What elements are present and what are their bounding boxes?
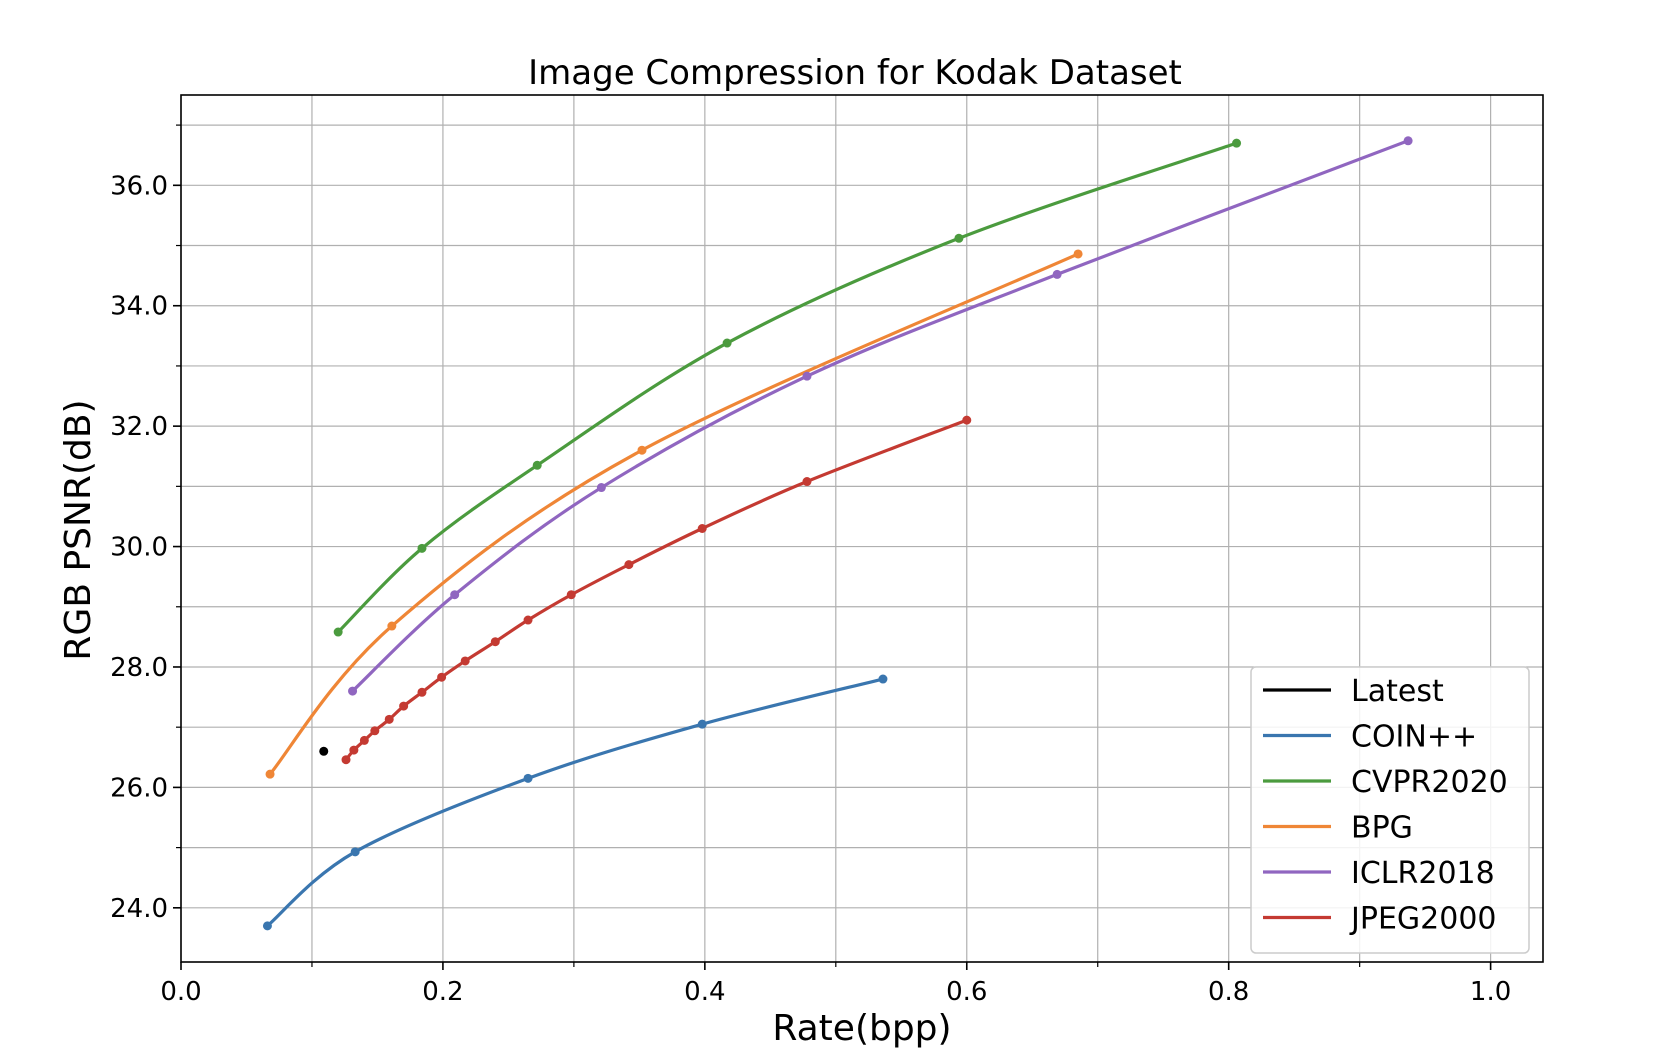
data-point-iclr2018 — [1052, 269, 1062, 279]
data-point-jpeg2000 — [697, 524, 707, 533]
series-cvpr2020 — [333, 138, 1242, 637]
x-axis-label: Rate(bpp) — [772, 1008, 951, 1049]
data-point-coin — [878, 674, 888, 684]
data-point-iclr2018 — [802, 371, 812, 381]
data-point-cvpr2020 — [417, 543, 427, 553]
data-point-jpeg2000 — [490, 637, 500, 647]
data-point-jpeg2000 — [566, 590, 576, 600]
legend-box — [1250, 666, 1530, 954]
data-point-jpeg2000 — [962, 415, 972, 425]
series-bpg — [265, 249, 1083, 779]
data-point-cvpr2020 — [532, 460, 542, 470]
data-point-jpeg2000 — [359, 735, 369, 745]
data-point-jpeg2000 — [384, 714, 394, 724]
data-point-coin — [697, 719, 707, 729]
data-point-coin — [350, 847, 360, 857]
data-point-jpeg2000 — [349, 745, 359, 755]
series-line-iclr2018 — [350, 139, 1410, 693]
data-point-latest — [319, 746, 329, 756]
data-point-jpeg2000 — [399, 701, 409, 711]
data-point-bpg — [1073, 249, 1083, 259]
legend-item-cvpr2020: CVPR2020 — [1263, 765, 1508, 800]
data-point-iclr2018 — [450, 590, 460, 600]
legend-item-jpeg2000: JPEG2000 — [1263, 902, 1497, 937]
data-point-cvpr2020 — [954, 233, 964, 243]
data-point-jpeg2000 — [460, 656, 470, 666]
data-point-cvpr2020 — [1232, 138, 1242, 148]
legend-label: CVPR2020 — [1351, 765, 1508, 800]
data-point-iclr2018 — [596, 483, 606, 493]
y-tick-label: 30.0 — [110, 533, 168, 563]
x-tick-label: 0.2 — [422, 977, 463, 1007]
series-line-coin — [265, 677, 885, 928]
y-axis-label: RGB PSNR(dB) — [58, 399, 99, 660]
x-tick-label: 0.6 — [946, 977, 987, 1007]
legend-label: BPG — [1351, 811, 1413, 846]
data-point-jpeg2000 — [802, 477, 812, 487]
y-tick-label: 28.0 — [110, 653, 168, 683]
data-point-iclr2018 — [348, 686, 358, 696]
data-point-jpeg2000 — [370, 726, 380, 736]
legend-item-bpg: BPG — [1263, 811, 1413, 846]
data-point-cvpr2020 — [333, 627, 343, 637]
y-tick-label: 36.0 — [110, 171, 168, 201]
legend-label: JPEG2000 — [1349, 902, 1497, 937]
data-point-jpeg2000 — [624, 560, 634, 570]
series-iclr2018 — [348, 136, 1413, 696]
x-tick-label: 0.4 — [684, 977, 725, 1007]
chart-title: Image Compression for Kodak Dataset — [528, 53, 1182, 93]
series-line-jpeg2000 — [344, 418, 969, 762]
series-line-bpg — [268, 252, 1080, 776]
x-tick-label: 0.8 — [1208, 977, 1249, 1007]
data-point-jpeg2000 — [437, 672, 447, 682]
legend-item-latest: Latest — [1263, 674, 1444, 709]
series-coin — [262, 674, 888, 931]
data-point-bpg — [265, 769, 275, 779]
legend-item-coin: COIN++ — [1263, 720, 1477, 755]
data-point-cvpr2020 — [722, 338, 732, 348]
series-latest — [319, 746, 329, 756]
data-point-jpeg2000 — [417, 687, 427, 697]
legend-label: COIN++ — [1351, 720, 1477, 755]
data-point-bpg — [637, 445, 647, 455]
data-point-jpeg2000 — [341, 755, 351, 765]
legend-label: ICLR2018 — [1351, 856, 1495, 891]
legend-item-iclr2018: ICLR2018 — [1263, 856, 1495, 891]
data-point-bpg — [387, 621, 397, 631]
series-layer — [262, 136, 1413, 931]
x-tick-label: 1.0 — [1470, 977, 1511, 1007]
plot-frame — [180, 94, 1544, 963]
y-tick-label: 34.0 — [110, 292, 168, 322]
series-jpeg2000 — [341, 415, 972, 765]
data-point-coin — [523, 773, 533, 783]
y-tick-label: 32.0 — [110, 412, 168, 442]
legend: Latest COIN++ CVPR2020 BPG ICLR2018 JPEG2000 — [1250, 666, 1530, 954]
x-tick-label: 0.0 — [160, 977, 201, 1007]
axis-ticks: 0.0 0.2 0.4 0.6 0.8 1.0 24.0 26.0 28.0 30.0 32.0 34… — [110, 124, 1511, 1007]
data-point-coin — [262, 921, 272, 931]
y-tick-label: 24.0 — [110, 894, 168, 924]
data-point-jpeg2000 — [523, 615, 533, 625]
y-tick-label: 26.0 — [110, 773, 168, 803]
data-point-iclr2018 — [1403, 136, 1413, 146]
legend-label: Latest — [1351, 674, 1444, 709]
